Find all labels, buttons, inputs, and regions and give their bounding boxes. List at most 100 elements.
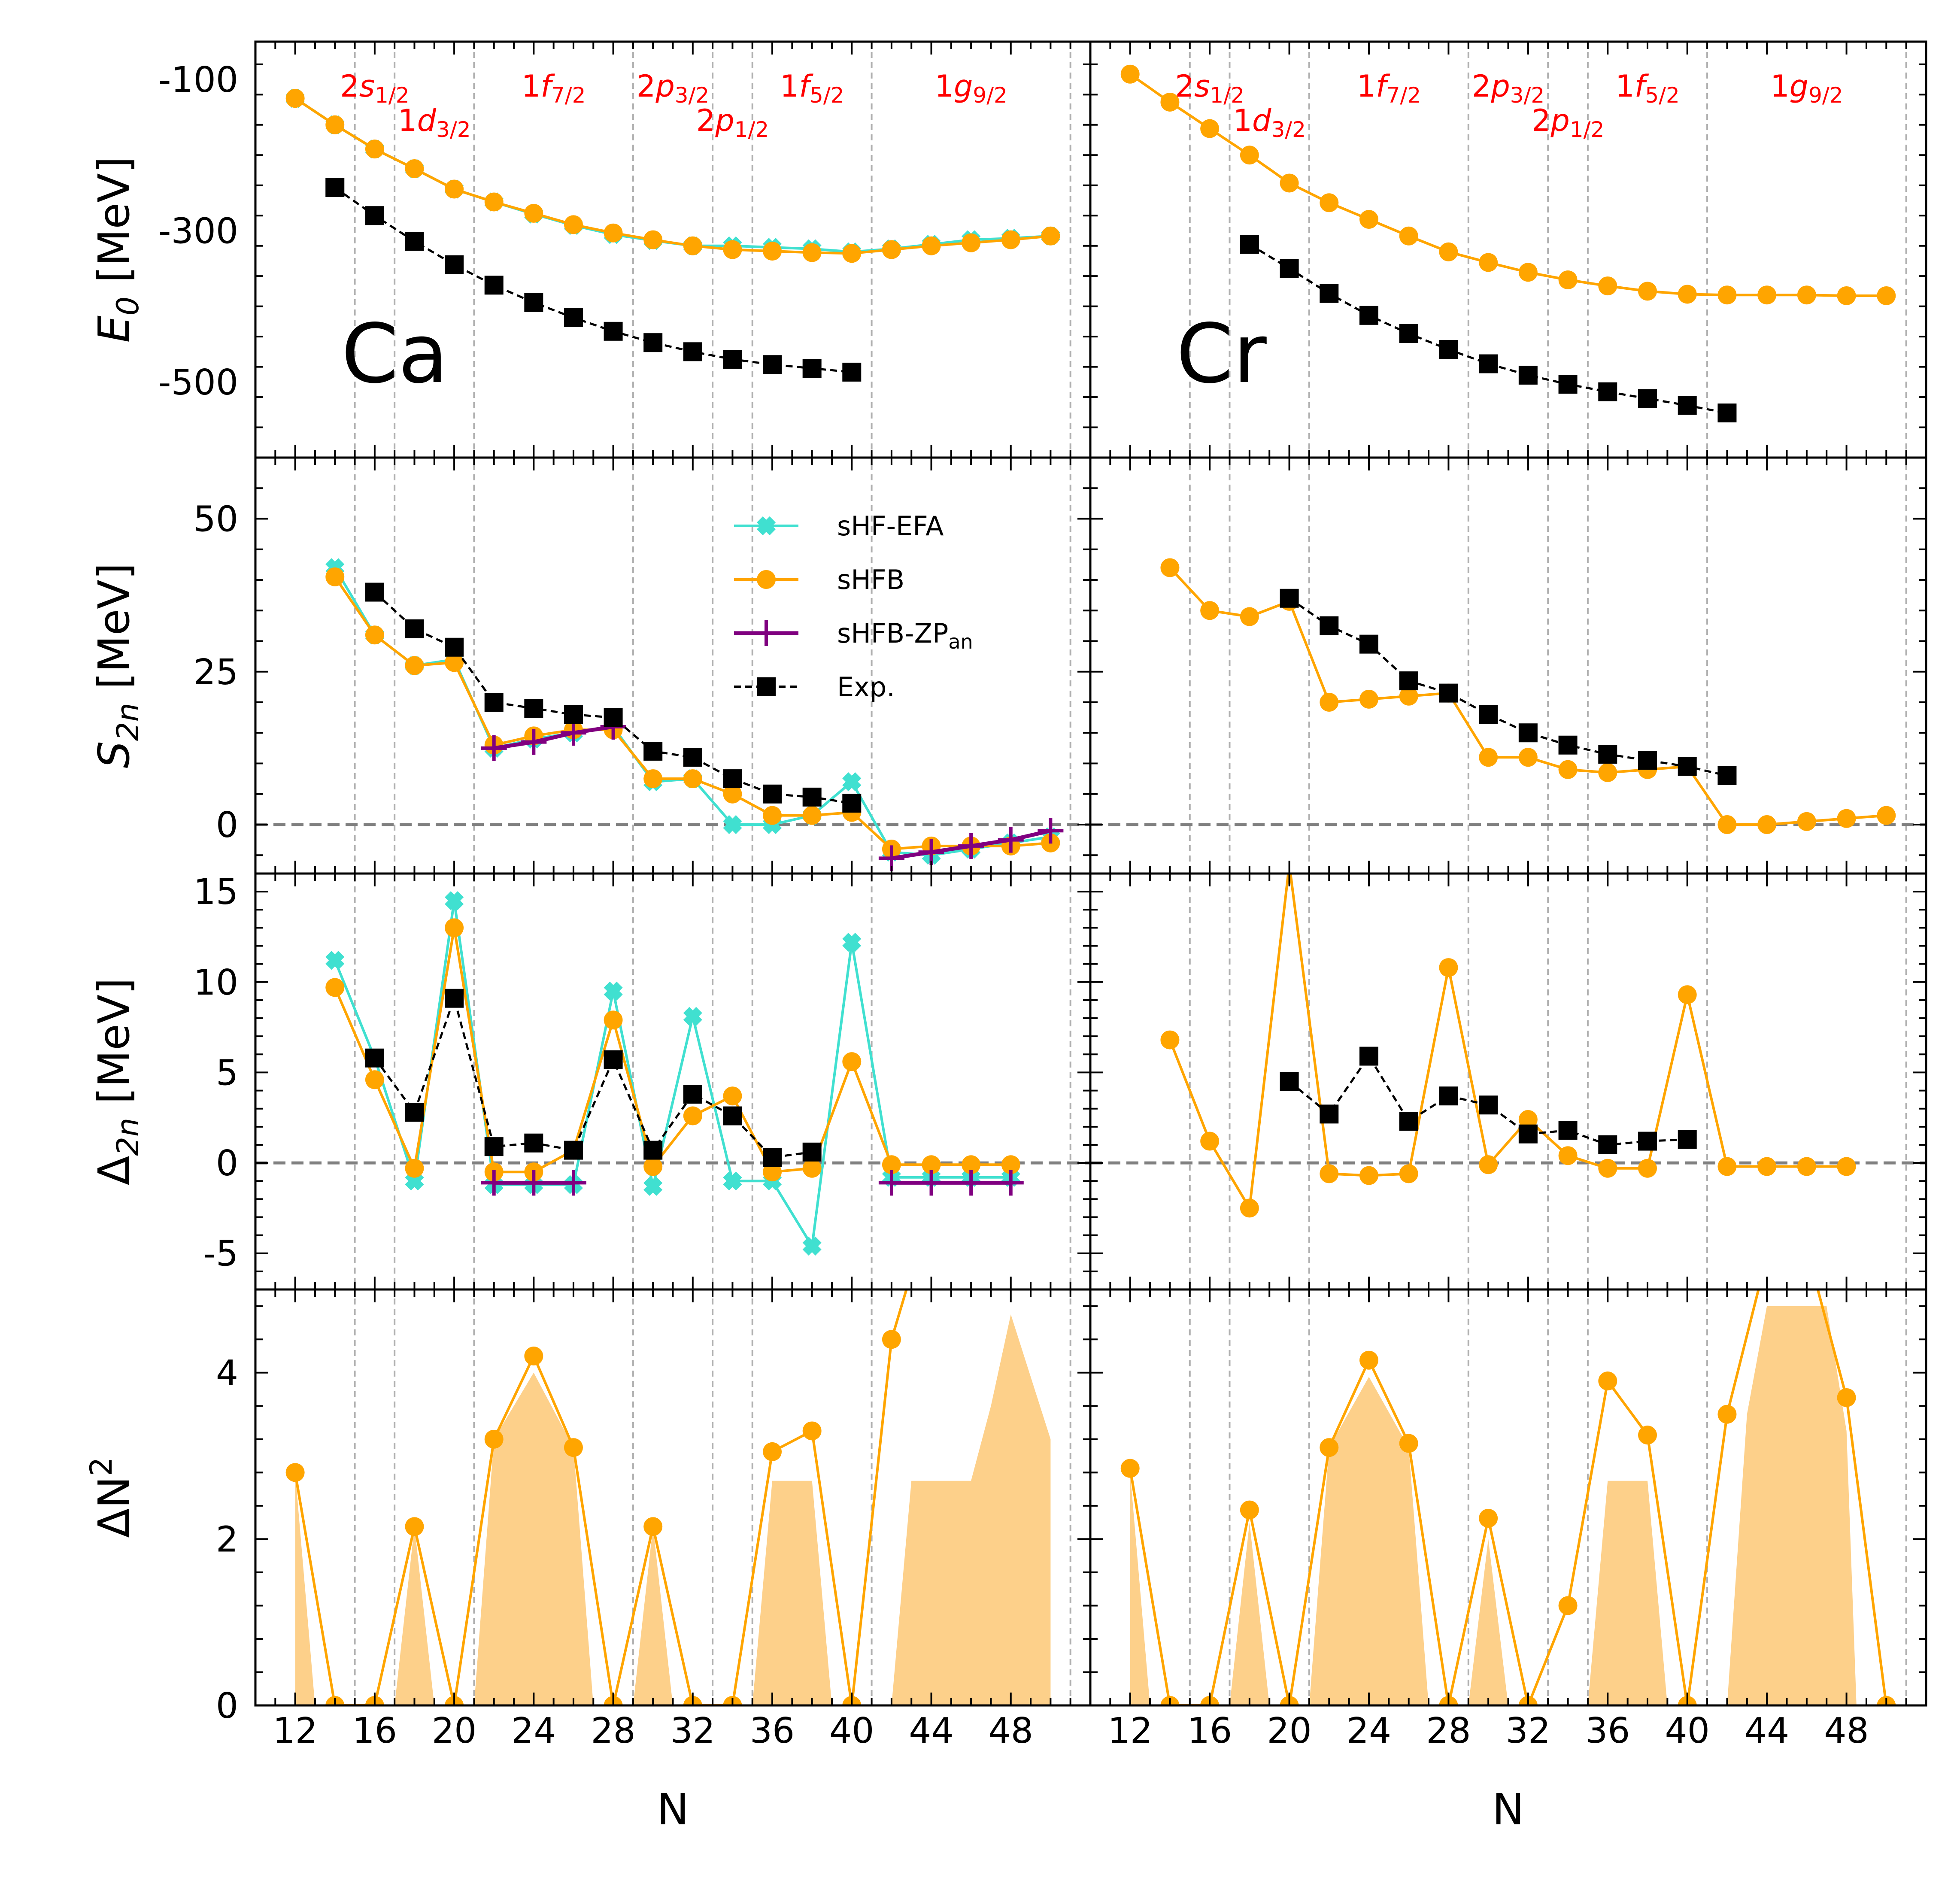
shell-label: 1g9/2 — [934, 69, 1007, 108]
shell-label: 1f7/2 — [522, 69, 586, 108]
y-axis-label-main: Δ — [89, 1156, 139, 1185]
e0-shfb-point — [1439, 242, 1458, 261]
x-tick-label: 44 — [1745, 1711, 1789, 1751]
shell-label-main: 2 — [637, 69, 656, 104]
x-tick-label: 48 — [989, 1711, 1033, 1751]
s2n-shfb-point — [325, 567, 345, 586]
d2n-exp-point — [604, 1050, 623, 1069]
data-layer — [285, 64, 1896, 1705]
e0-shfb-point — [922, 236, 941, 255]
d2n-shfb-point — [802, 1159, 822, 1178]
s2n-shfb-point — [683, 769, 702, 789]
e0-shfb-point — [643, 230, 663, 249]
e0-shfb-point — [1041, 226, 1060, 246]
x-tick-label: 16 — [1187, 1711, 1232, 1751]
e0-shfb-point — [723, 240, 742, 259]
e0-exp-point — [1240, 235, 1259, 254]
e0-shfb-point — [1320, 193, 1339, 212]
x-tick-label: 28 — [591, 1711, 635, 1751]
y-tick-label: -500 — [158, 362, 238, 403]
s2n-exp-point — [1320, 616, 1339, 635]
shell-label-main: 1 — [398, 103, 417, 138]
d2n-exp-point — [1518, 1124, 1538, 1144]
e0-exp — [325, 178, 862, 382]
e0-shfb-point — [1717, 285, 1737, 305]
legend-label: sHFB-ZPan — [837, 618, 973, 653]
x-tick-label: 24 — [511, 1711, 556, 1751]
y-tick-label: 0 — [216, 805, 238, 846]
x-tick-label: 24 — [1347, 1711, 1391, 1751]
e0-shfb-point — [842, 244, 862, 263]
shell-label-sub: 1/2 — [375, 83, 409, 108]
y-tick-label: -5 — [203, 1234, 238, 1274]
d2n-shfb-zpan — [878, 1170, 1024, 1196]
shell-label-main: 1 — [1357, 69, 1376, 104]
e0-shfb-point — [1638, 282, 1657, 301]
legend-label-text: sHFB-ZP — [837, 618, 948, 649]
e0-shfb — [285, 89, 1060, 263]
dn2-shfb-point — [564, 1438, 583, 1457]
s2n-exp-point — [1638, 751, 1657, 770]
dn2-shfb-point — [285, 1463, 305, 1482]
e0-exp-point — [1359, 306, 1378, 325]
fill-layer — [295, 1306, 1857, 1705]
e0-shfb-point — [1200, 119, 1220, 138]
y-axis-label-main: ΔN — [89, 1476, 139, 1538]
d2n-shfb — [1160, 874, 1856, 1218]
e0-shfb-point — [1518, 263, 1538, 282]
d2n-shf-efa-point — [723, 1171, 742, 1191]
d2n-shfb-zpan-point — [998, 1170, 1024, 1196]
x-axis-label: N — [657, 1784, 689, 1835]
s2n-shfb-point — [1160, 558, 1180, 577]
y-axis-label-main: E — [89, 316, 139, 343]
d2n-exp-point — [1638, 1132, 1657, 1151]
shell-label-sub: 3/2 — [1510, 83, 1544, 108]
dn2-shfb-point — [1320, 1438, 1339, 1457]
d2n-exp-point — [1558, 1121, 1578, 1140]
e0-exp — [1240, 235, 1737, 423]
legend-label: sHFB — [837, 564, 904, 595]
e0-exp-point — [405, 232, 424, 251]
s2n-shf-efa-point-stroke — [723, 815, 742, 834]
x-tick-label: 12 — [1108, 1711, 1153, 1751]
legend-label-text: sHFB — [837, 564, 904, 595]
d2n-exp-point — [1598, 1135, 1617, 1154]
y-axis-label-main: S — [89, 741, 139, 768]
x-tick-label: 12 — [273, 1711, 317, 1751]
shell-label-sub: 5/2 — [1645, 83, 1679, 108]
e0-shfb-point — [802, 243, 822, 262]
s2n-exp-point — [1439, 683, 1458, 703]
dn2-shfb-point — [405, 1517, 424, 1536]
e0-exp-point — [1678, 396, 1697, 415]
shell-label-main: 1 — [1233, 103, 1252, 138]
e0-exp-point — [1558, 375, 1578, 394]
d2n-shfb-point — [763, 1162, 782, 1182]
y-tick-label: 5 — [216, 1053, 238, 1093]
d2n-shfb-point — [1001, 1155, 1020, 1174]
s2n-exp-point — [1518, 723, 1538, 743]
e0-shfb-point — [962, 233, 981, 252]
d2n-shf-efa-line — [334, 900, 1011, 1250]
e0-exp-point — [445, 255, 464, 274]
e0-shfb-point — [564, 215, 583, 234]
shell-label: 2p3/2 — [637, 69, 709, 108]
legend-marker-stroke — [756, 516, 776, 536]
shell-label: 2s1/2 — [340, 69, 410, 108]
s2n-shf-efa-point — [842, 772, 862, 792]
legend-label: Exp. — [837, 671, 895, 703]
d2n-exp-point — [683, 1084, 702, 1104]
e0-shfb-point — [524, 203, 543, 223]
e0-shfb-point — [1280, 173, 1299, 193]
dn2-shfb-point — [802, 1421, 822, 1441]
e0-exp-point — [802, 359, 822, 378]
frame-layer — [254, 40, 1927, 1707]
s2n-shfb-point — [802, 806, 822, 825]
shell-label-main: 1 — [780, 69, 799, 104]
s2n-shfb-point — [365, 625, 384, 645]
d2n-shf-efa-point-stroke — [723, 1171, 742, 1191]
d2n-shfb-point — [1797, 1157, 1816, 1176]
dn2-shfb-point — [1837, 1388, 1856, 1407]
d2n-exp-point — [802, 1142, 822, 1162]
